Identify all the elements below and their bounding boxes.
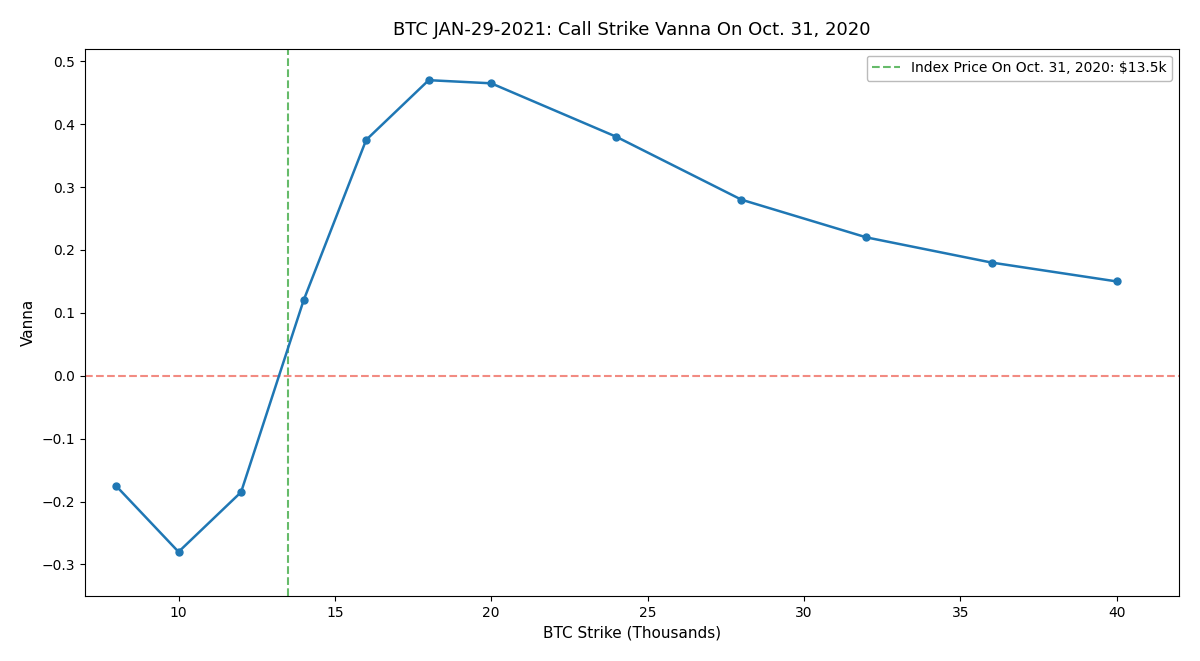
Legend: Index Price On Oct. 31, 2020: $13.5k: Index Price On Oct. 31, 2020: $13.5k (866, 56, 1172, 81)
Title: BTC JAN-29-2021: Call Strike Vanna On Oct. 31, 2020: BTC JAN-29-2021: Call Strike Vanna On Oc… (394, 21, 871, 39)
X-axis label: BTC Strike (Thousands): BTC Strike (Thousands) (542, 625, 721, 640)
Y-axis label: Vanna: Vanna (20, 299, 36, 346)
